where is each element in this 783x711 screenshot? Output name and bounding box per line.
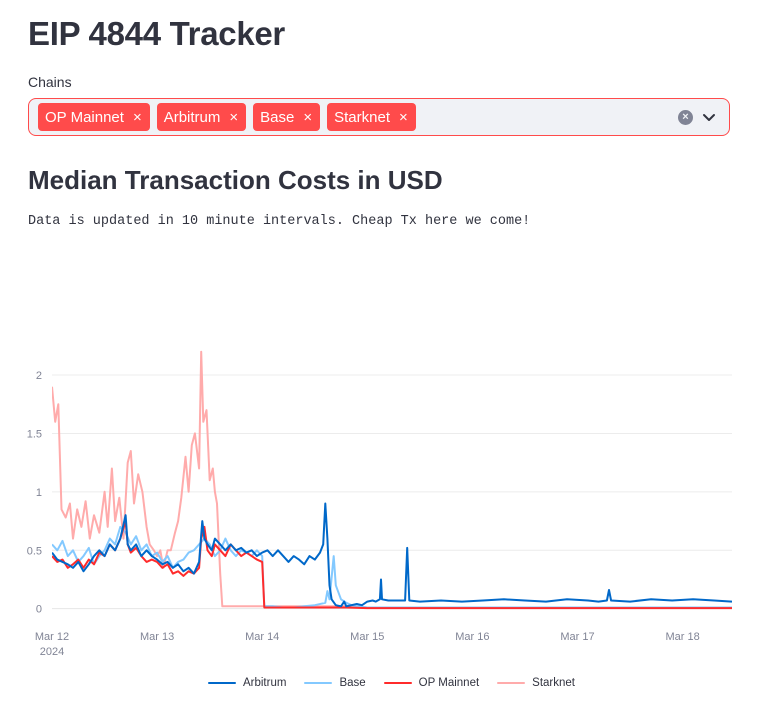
legend-label: Starknet — [532, 677, 575, 689]
x-tick-label: Mar 14 — [245, 631, 279, 643]
legend-label: Base — [339, 677, 366, 689]
chip-label: Starknet — [334, 108, 390, 126]
series-line-arbitrum — [52, 502, 732, 608]
series-line-base — [52, 525, 732, 609]
series-line-op-mainnet — [52, 520, 732, 610]
section-title: Median Transaction Costs in USD — [28, 165, 443, 195]
y-tick-label: 1.5 — [27, 428, 42, 440]
x-tick-label: Mar 12 — [35, 631, 69, 643]
x-tick-label: Mar 15 — [350, 631, 384, 643]
chip-arbitrum: Arbitrum × — [156, 103, 247, 131]
chains-label: Chains — [28, 74, 72, 90]
chip-starknet: Starknet × — [327, 103, 416, 131]
x-tick-sublabel: 2024 — [40, 646, 64, 658]
y-tick-label: 1 — [36, 487, 42, 499]
legend-swatch — [383, 682, 412, 684]
chains-multiselect[interactable]: OP Mainnet × Arbitrum × Base × Starknet … — [28, 98, 730, 136]
chevron-down-icon[interactable] — [701, 108, 717, 126]
app-title: EIP 4844 Tracker — [28, 15, 285, 52]
legend-swatch — [497, 682, 526, 684]
x-tick-label: Mar 16 — [455, 631, 489, 643]
legend-item-op-mainnet[interactable]: OP Mainnet — [383, 677, 480, 689]
x-tick-label: Mar 13 — [140, 631, 174, 643]
cost-chart-svg[interactable]: 0 0.5 1 1.5 2 Mar 12 2024 Mar 13 Mar 14 Mar 15 Mar… — [0, 300, 783, 670]
update-caption: Data is updated in 10 minute intervals. … — [28, 214, 531, 229]
legend-swatch — [207, 682, 236, 684]
chip-base: Base × — [253, 103, 321, 131]
clear-all-icon[interactable]: × — [678, 110, 693, 125]
chip-label: Arbitrum — [163, 108, 221, 126]
y-tick-label: 2 — [36, 370, 42, 382]
legend-item-base[interactable]: Base — [304, 677, 366, 689]
y-tick-label: 0 — [36, 604, 42, 616]
legend-item-arbitrum[interactable]: Arbitrum — [207, 677, 287, 689]
legend-swatch — [304, 682, 333, 684]
y-tick-label: 0.5 — [27, 545, 42, 557]
chip-op-mainnet: OP Mainnet × — [38, 103, 150, 131]
remove-base-button[interactable]: × — [303, 108, 313, 126]
legend-item-starknet[interactable]: Starknet — [497, 677, 575, 689]
legend-label: OP Mainnet — [418, 677, 480, 689]
remove-op-mainnet-button[interactable]: × — [132, 108, 142, 126]
series-line-starknet — [52, 350, 732, 609]
x-tick-label: Mar 18 — [665, 631, 699, 643]
cost-chart[interactable]: 0 0.5 1 1.5 2 Mar 12 2024 Mar 13 Mar 14 Mar 15 Mar… — [0, 300, 783, 711]
x-tick-label: Mar 17 — [560, 631, 594, 643]
legend-label: Arbitrum — [242, 677, 287, 689]
chart-legend: Arbitrum Base OP Mainnet Starknet — [0, 677, 783, 689]
remove-arbitrum-button[interactable]: × — [229, 108, 239, 126]
remove-starknet-button[interactable]: × — [399, 108, 408, 126]
chip-label: Base — [260, 108, 295, 126]
chip-label: OP Mainnet — [45, 108, 124, 126]
